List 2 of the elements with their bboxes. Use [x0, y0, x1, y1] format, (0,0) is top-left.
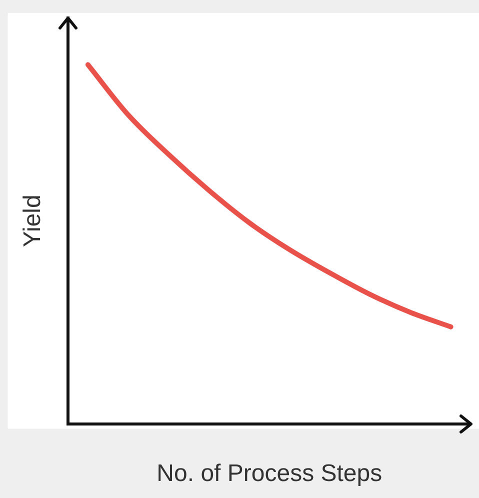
x-axis-title: No. of Process Steps [156, 460, 382, 488]
y-axis-title: Yield [19, 194, 46, 248]
